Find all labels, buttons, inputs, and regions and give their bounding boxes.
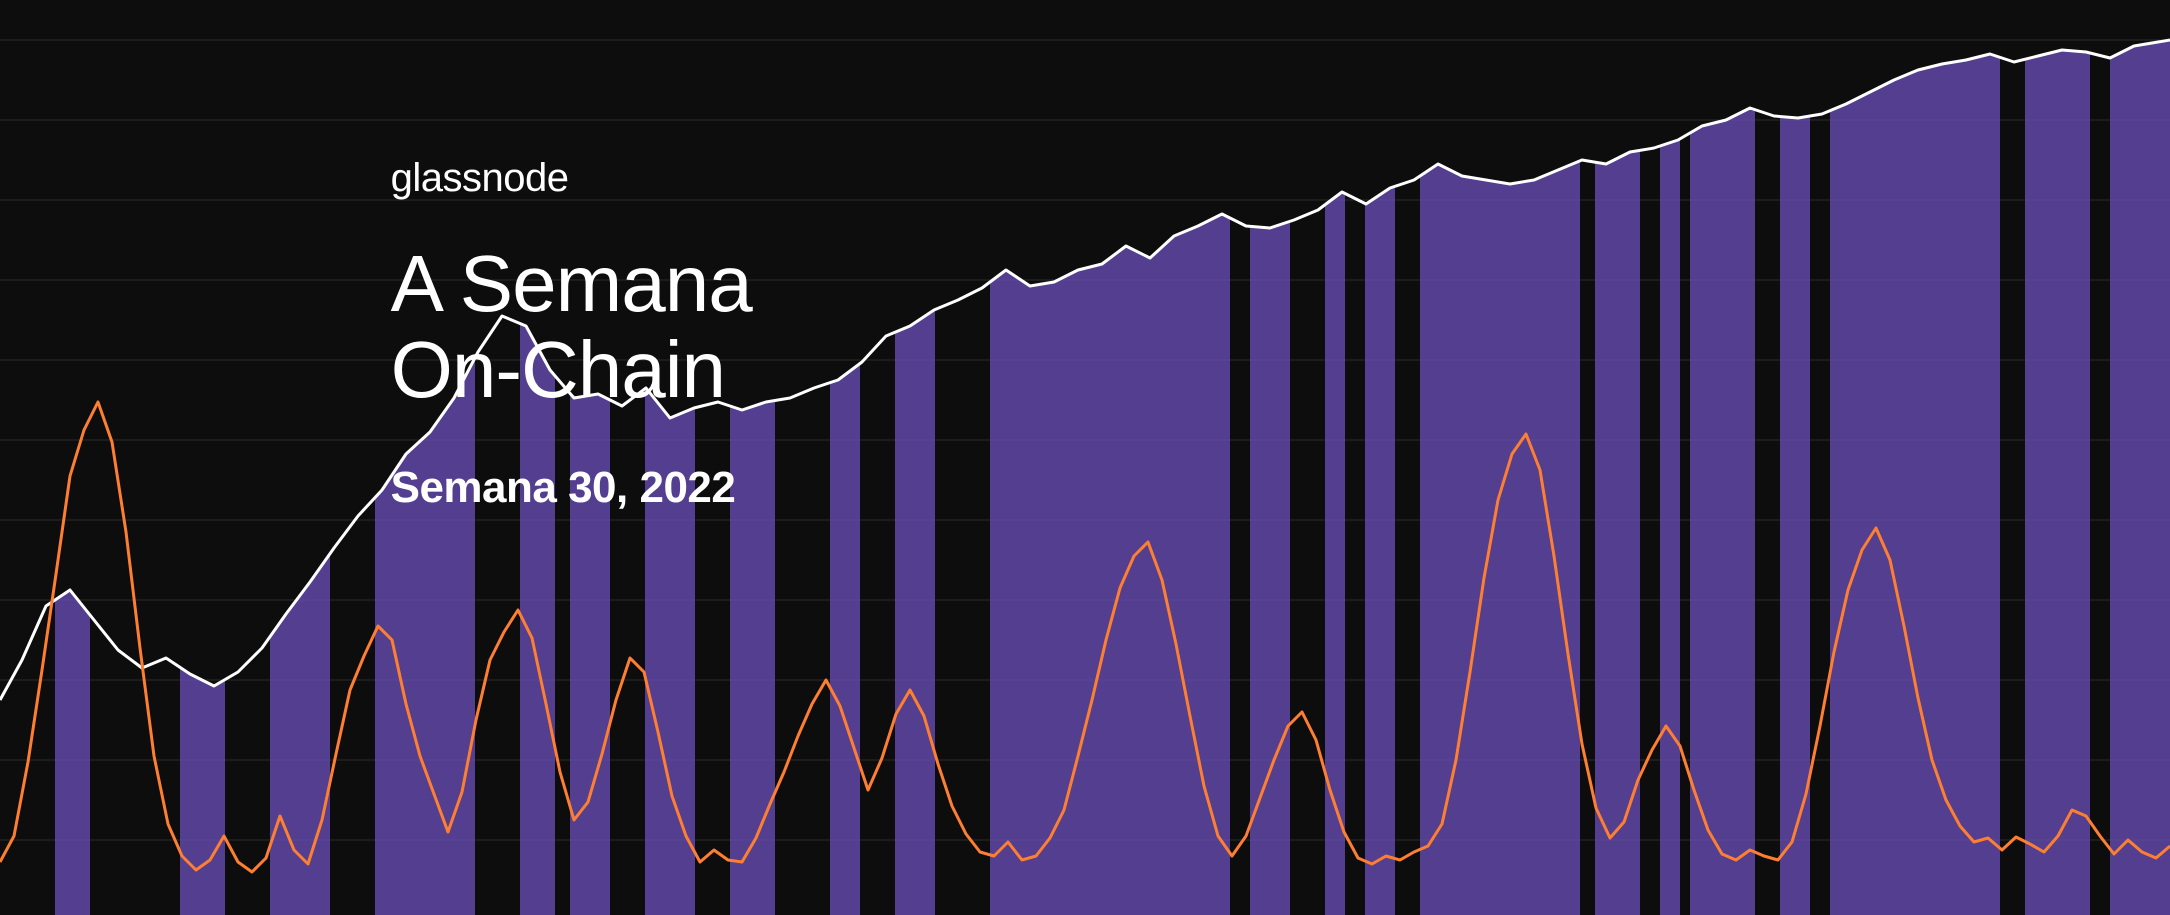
purple-bands-group [55, 40, 2170, 915]
chart-svg [0, 0, 2170, 915]
chart-container: glassnode A Semana On-Chain Semana 30, 2… [0, 0, 2170, 915]
